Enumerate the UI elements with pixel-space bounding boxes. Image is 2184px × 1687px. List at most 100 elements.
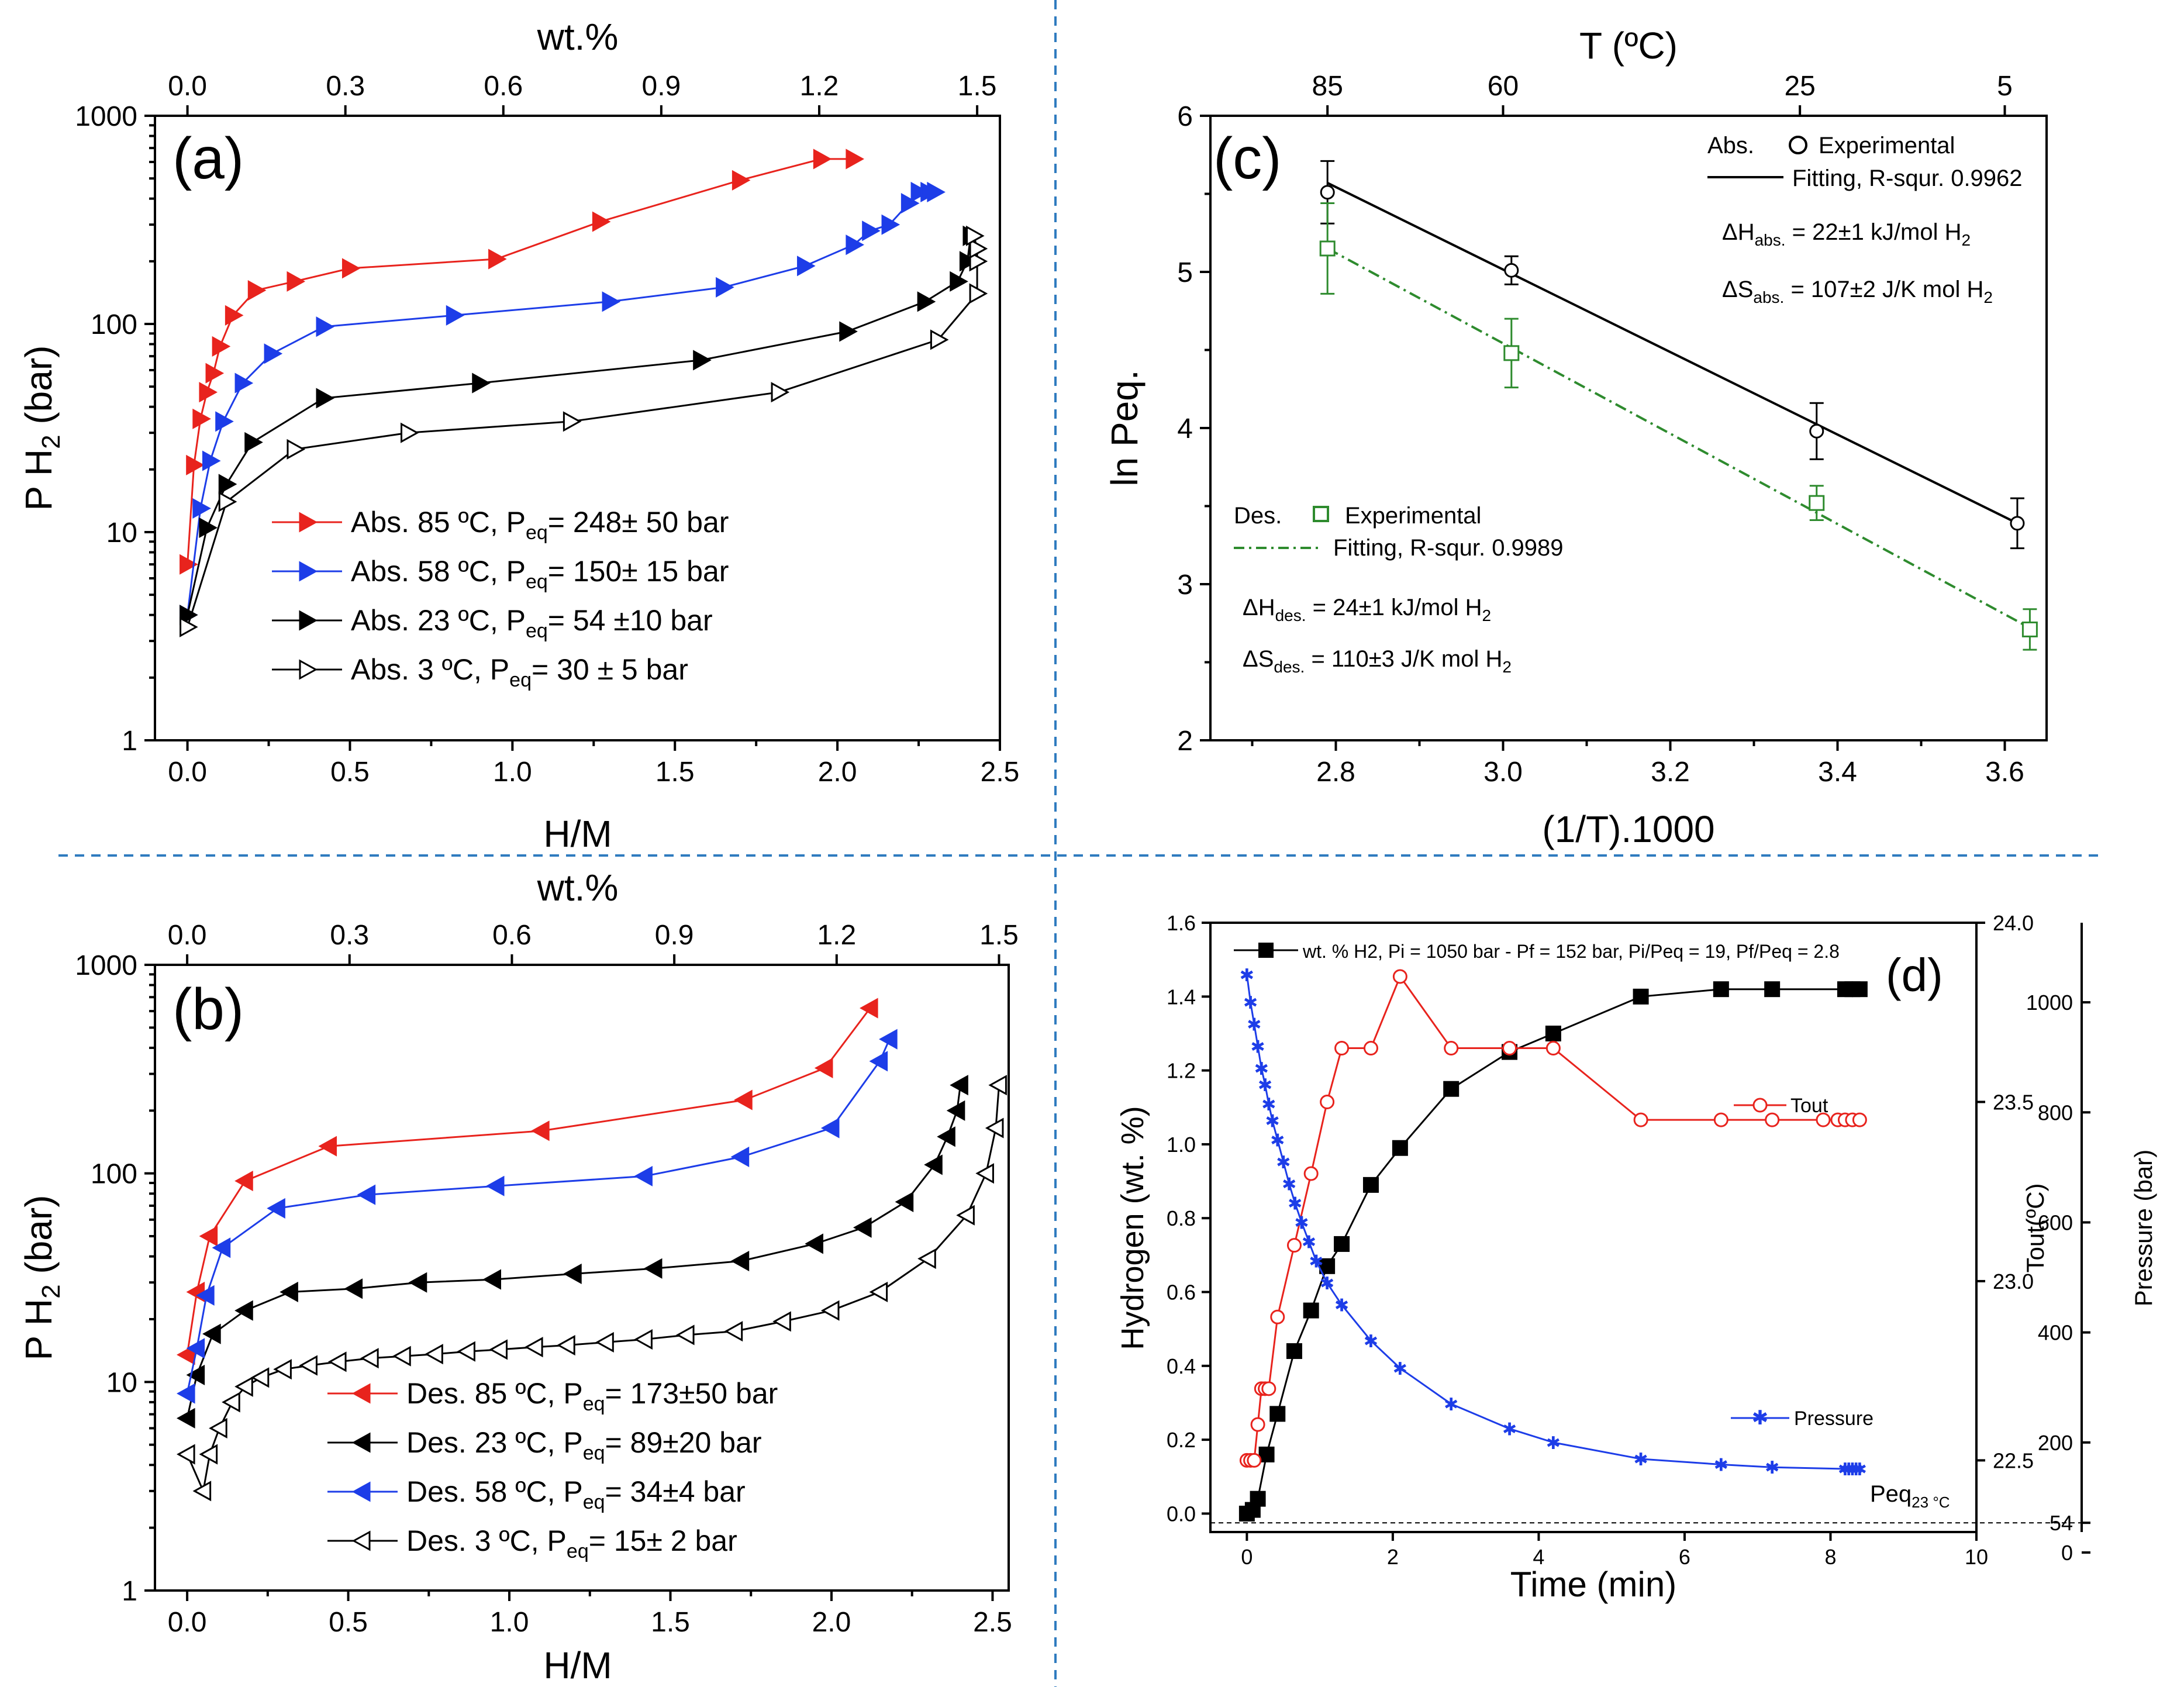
d-ytick-label: 0.4 [1167, 1354, 1196, 1378]
d-data-point: ✱ [1765, 1458, 1779, 1478]
c-series-0 [1320, 160, 2025, 550]
d-data-point: ✱ [1364, 1332, 1378, 1351]
a-data-point [846, 234, 864, 256]
d-data-point: ✱ [1546, 1434, 1561, 1453]
des-dH-value: = 24±1 kJ/mol H [1306, 595, 1482, 620]
b-xtick-label: 2.0 [812, 1607, 851, 1638]
wt-legend-marker [1258, 943, 1274, 958]
a-legend-label: Abs. 3 ºC, Peq= 30 ± 5 bar [351, 653, 688, 691]
panel-a-ylabel-tail: (bar) [18, 346, 60, 435]
panel-d-frame [1209, 922, 1978, 1533]
d-data-point [1334, 1236, 1350, 1252]
a-data-point [969, 283, 988, 304]
a-data-point [969, 238, 988, 259]
b-series-line [186, 1039, 891, 1394]
d-data-point: ✱ [1838, 1460, 1852, 1479]
b-toptick-label: 0.6 [492, 920, 532, 951]
b-data-point [724, 1321, 743, 1342]
c-toptick-label: 25 [1784, 71, 1815, 102]
b-data-point [482, 1269, 501, 1290]
a-toptick-label: 0.9 [642, 71, 681, 102]
b-data-point [531, 1120, 550, 1141]
d-data-point [1764, 981, 1781, 998]
d-ytick-label: 1.2 [1167, 1059, 1196, 1083]
a-data-point [917, 291, 936, 312]
panel-b-ylabel-main: P H [18, 1299, 60, 1361]
b-toptick-label: 0.9 [655, 920, 694, 951]
a-data-point [488, 249, 507, 270]
a-series-line [187, 158, 854, 565]
a-data-point [202, 450, 221, 471]
b-data-point [177, 1383, 195, 1404]
a-legend-entry: Abs. 23 ºC, Peq= 54 ±10 bar [272, 604, 713, 642]
b-data-point [234, 1171, 253, 1192]
b-data-point [869, 1281, 888, 1303]
c-xtick-label: 3.2 [1651, 757, 1690, 788]
c-toptick-label: 5 [1997, 71, 2013, 102]
d-data-point: ✱ [1294, 1213, 1309, 1233]
d-ytick-label: 0.0 [1167, 1502, 1196, 1526]
wt-legend-label: wt. % H2, Pi = 1050 bar - Pf = 152 bar, … [1302, 941, 1840, 962]
a-data-point [244, 432, 263, 453]
d-tout-tick-label: 23.0 [1993, 1269, 2034, 1293]
panel-b-ylabel-tail: (bar) [18, 1195, 60, 1285]
d-data-point: ✱ [1634, 1450, 1648, 1469]
b-legend-entry: Des. 3 ºC, Peq= 15± 2 bar [327, 1524, 737, 1562]
a-data-point [186, 454, 205, 475]
d-data-point: ✱ [1320, 1274, 1334, 1293]
b-data-point [869, 1051, 888, 1072]
b-data-point [950, 1075, 968, 1096]
panel-a-ylabel-main: P H [18, 449, 60, 511]
b-data-point [209, 1417, 227, 1439]
panel-a-axes: 0.0 0.5 1.0 1.5 2.0 2.5 1 10 100 1000 0.0 0.3 0.6 0.9… [75, 71, 1019, 788]
des-dS-sub: des. [1274, 658, 1305, 676]
a-data-point [264, 343, 283, 364]
d-data-point: ✱ [1282, 1175, 1296, 1195]
panel-d-pressure-label: Pressure (bar) [2130, 1150, 2157, 1306]
c-fit-line-0 [1327, 182, 2018, 525]
b-legend-marker [351, 1481, 371, 1502]
d-data-point: ✱ [1243, 993, 1258, 1013]
d-data-point [1286, 1343, 1302, 1360]
d-data-point [1258, 1446, 1275, 1462]
b-data-point [344, 1278, 363, 1299]
b-legend-label-main: Des. 23 ºC, P [406, 1426, 583, 1459]
d-data-point [1443, 1081, 1460, 1097]
d-data-point: ✱ [1288, 1195, 1302, 1214]
panel-d-axes: 0 2 4 6 8 10 0.0 0.2 0.4 0.6 0.8 1.0 1.2 1.4 1.6 22.5 23… [1167, 911, 2090, 1569]
b-data-point [250, 1367, 270, 1388]
b-data-point [805, 1233, 823, 1254]
b-legend-label-sub: eq [583, 1393, 605, 1415]
a-data-point [862, 220, 881, 242]
b-legend-marker [351, 1530, 371, 1551]
d-pressure-tick-label: 0 [2061, 1541, 2073, 1565]
d-ytick-label: 1.0 [1167, 1133, 1196, 1157]
b-legend-label: Des. 3 ºC, Peq= 15± 2 bar [406, 1524, 737, 1562]
a-data-point [900, 193, 920, 214]
d-data-point [1320, 1094, 1335, 1109]
d-data-point [1765, 1112, 1780, 1127]
b-series-3 [177, 1075, 1007, 1502]
a-data-point [218, 491, 237, 512]
a-data-point [199, 517, 218, 539]
panel-a-data [180, 149, 988, 637]
d-data-point: ✱ [1852, 1460, 1867, 1479]
d-series-2: ✱✱✱✱✱✱✱✱✱✱✱✱✱✱✱✱✱✱✱✱✱✱✱ ✱ ✱ ✱✱✱✱✱ [1240, 966, 1867, 1479]
d-data-point: ✱ [1841, 1460, 1856, 1479]
panel-a-top-xlabel: wt.% [537, 16, 619, 58]
panel-c-xlabel: (1/T).1000 [1542, 808, 1714, 850]
a-legend-label: Abs. 85 ºC, Peq= 248± 50 bar [351, 506, 729, 544]
b-legend-label-sub: eq [567, 1540, 589, 1562]
panel-c-axes: 2.8 3.0 3.2 3.4 3.6 2 3 4 5 6 85 60 25 5 [1177, 71, 2024, 788]
b-data-point [675, 1324, 695, 1346]
b-data-point [327, 1351, 347, 1372]
d-tout-tick-label: 23.5 [1993, 1090, 2034, 1114]
panel-d-tout-label: Tout(ºC) [2021, 1183, 2049, 1272]
d-data-point [1392, 1140, 1408, 1156]
b-legend-label: Des. 23 ºC, Peq= 89±20 bar [406, 1426, 761, 1464]
d-data-point [1270, 1309, 1285, 1324]
a-legend-label: Abs. 58 ºC, Peq= 150± 15 bar [351, 555, 729, 593]
des-dH-sub: des. [1275, 606, 1306, 625]
